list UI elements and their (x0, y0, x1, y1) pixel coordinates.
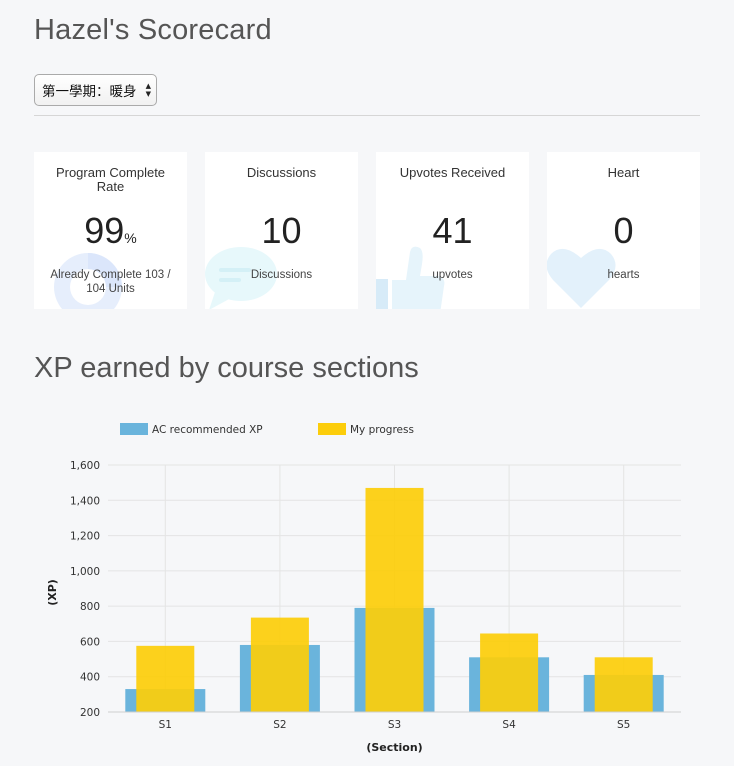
complete-rate-subtitle: Already Complete 103 / 104 Units (50, 269, 171, 295)
discussions-value: 10 (261, 210, 302, 251)
chart-legend: AC recommended XP My progress (120, 423, 414, 436)
hearts-card: Heart 0 hearts (547, 152, 700, 309)
bar-progress (365, 487, 424, 712)
upvotes-card: Upvotes Received 41 upvotes (376, 152, 529, 309)
y-tick-label: 1,400 (70, 495, 100, 507)
bar-progress (594, 657, 653, 712)
x-tick-label: S4 (502, 719, 516, 731)
select-arrows-icon: ▲ ▼ (145, 82, 151, 98)
pie-chart-icon (54, 253, 122, 309)
discussions-title: Discussions (246, 165, 317, 180)
bar-progress (250, 617, 309, 712)
y-tick-label: 1,200 (70, 531, 100, 543)
x-tick-label: S3 (388, 719, 401, 731)
legend-label: My progress (350, 424, 414, 436)
xp-bar-chart: AC recommended XP My progress 200 400 600 80… (46, 423, 681, 754)
x-tick-label: S5 (617, 719, 630, 731)
xp-section-title: XP earned by course sections (34, 352, 419, 384)
chart-bars (125, 487, 664, 712)
bar-progress (480, 633, 539, 712)
hearts-value: 0 (613, 210, 634, 251)
page-title: Hazel's Scorecard (34, 14, 272, 46)
upvotes-value: 41 (432, 210, 473, 251)
chart-axes: 200 400 600 800 1,000 1,200 1,400 1,600 S1 S2 S3 S4… (46, 460, 681, 754)
discussions-card: Discussions 10 Discussions (205, 152, 358, 309)
divider (34, 115, 700, 116)
y-axis-title: (XP) (46, 579, 59, 606)
thumbs-up-icon (376, 246, 445, 309)
y-tick-label: 400 (80, 672, 100, 684)
heart-icon (547, 248, 616, 308)
x-axis-title: (Section) (366, 741, 422, 754)
x-tick-label: S1 (159, 719, 172, 731)
complete-rate-title: Program Complete Rate (55, 165, 166, 194)
complete-rate-value: 99% (84, 210, 137, 251)
x-tick-label: S2 (273, 719, 286, 731)
bar-progress (136, 645, 195, 712)
hearts-subtitle: hearts (607, 269, 640, 281)
y-tick-label: 200 (80, 707, 100, 719)
chat-bubble-icon (205, 247, 277, 309)
discussions-subtitle: Discussions (250, 269, 313, 281)
upvotes-title: Upvotes Received (399, 165, 506, 180)
y-tick-label: 600 (80, 636, 100, 648)
legend-label: AC recommended XP (152, 424, 263, 436)
y-tick-label: 1,000 (70, 566, 100, 578)
complete-rate-card: Program Complete Rate 99% Already Comple… (34, 152, 187, 309)
term-select-value: 第一學期：暖身 (42, 84, 137, 100)
term-select[interactable]: 第一學期：暖身 ▲ ▼ (34, 74, 157, 106)
y-tick-label: 800 (80, 601, 100, 613)
legend-swatch (120, 423, 148, 435)
legend-swatch (318, 423, 346, 435)
hearts-title: Heart (607, 165, 640, 180)
upvotes-subtitle: upvotes (432, 269, 473, 281)
complete-rate-unit: % (124, 230, 137, 246)
y-tick-label: 1,600 (70, 460, 100, 472)
